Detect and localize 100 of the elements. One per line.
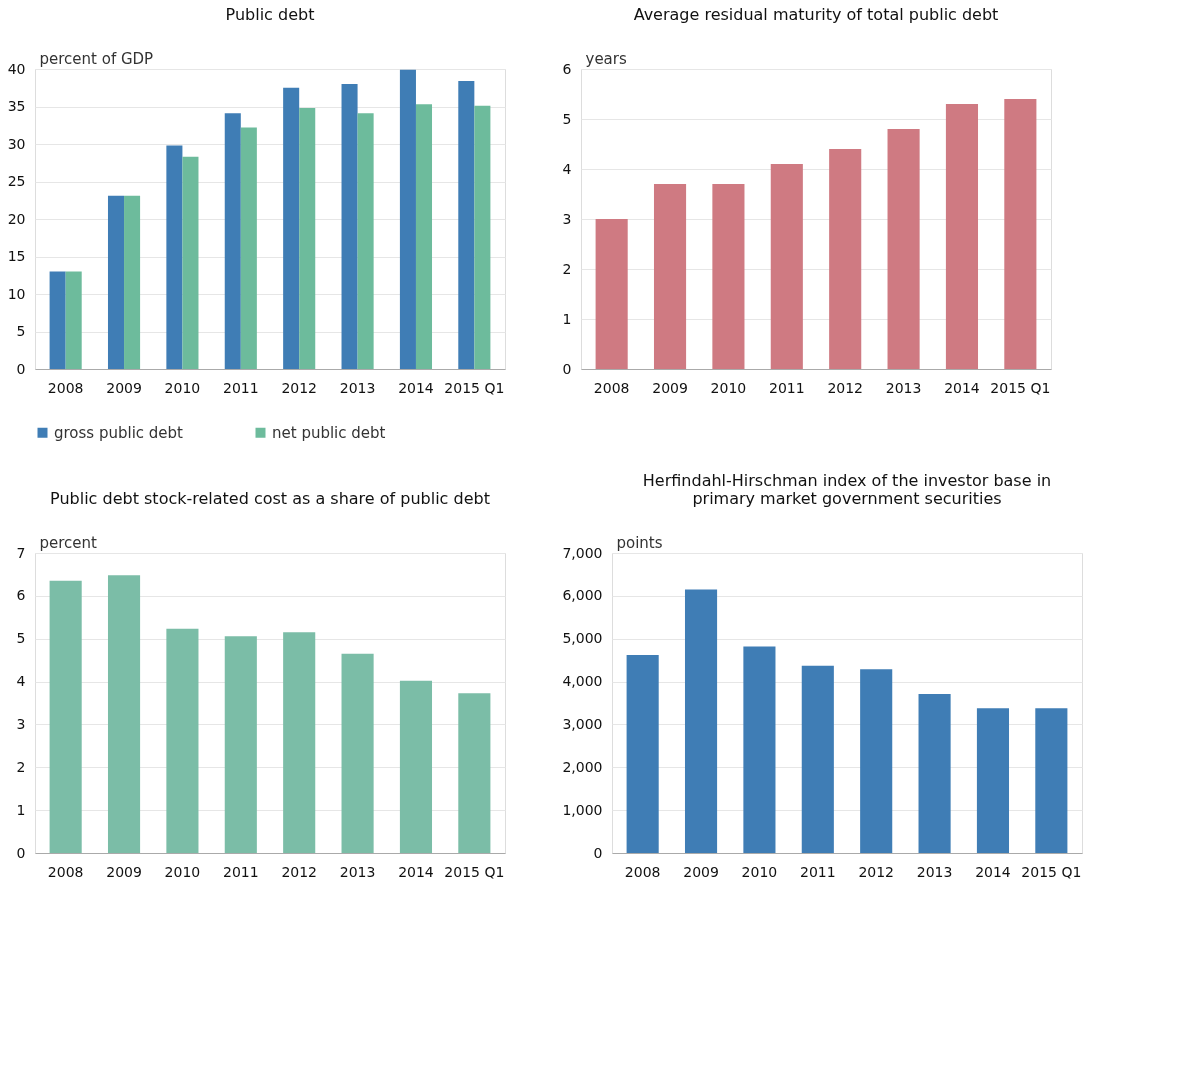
x-tick-label: 2012 bbox=[827, 379, 864, 396]
bar bbox=[357, 113, 374, 369]
y-axis-title: percent of GDP bbox=[39, 49, 154, 68]
bar bbox=[341, 84, 358, 369]
bar bbox=[49, 580, 82, 853]
y-tick-label: 3 bbox=[16, 715, 26, 732]
bar bbox=[283, 87, 300, 369]
bar bbox=[399, 69, 416, 369]
bar bbox=[182, 156, 199, 369]
bar bbox=[124, 195, 141, 369]
y-tick-label: 5,000 bbox=[562, 630, 603, 647]
x-tick-label: 2013 bbox=[339, 863, 376, 880]
x-tick-label: 2012 bbox=[281, 863, 318, 880]
bar bbox=[887, 129, 920, 369]
chart-title: Public debt stock-related cost as a share of public debt bbox=[50, 489, 490, 508]
x-tick-label: 2013 bbox=[885, 379, 922, 396]
y-tick-label: 35 bbox=[7, 98, 26, 114]
bar bbox=[107, 195, 125, 369]
x-tick-label: 2013 bbox=[339, 379, 376, 396]
bar bbox=[684, 589, 718, 853]
y-tick-label: 2 bbox=[562, 260, 572, 277]
bar bbox=[801, 665, 834, 853]
y-tick-label: 6,000 bbox=[562, 587, 603, 604]
x-tick-label: 2011 bbox=[222, 863, 259, 880]
x-tick-label: 2010 bbox=[164, 863, 201, 880]
y-tick-label: 3 bbox=[562, 210, 572, 227]
bar bbox=[240, 127, 257, 369]
y-tick-label: 0 bbox=[593, 844, 603, 861]
y-tick-label: 6 bbox=[16, 587, 26, 604]
bar bbox=[224, 636, 257, 853]
bar bbox=[918, 694, 951, 853]
bar bbox=[1004, 99, 1037, 369]
y-tick-label: 20 bbox=[7, 210, 26, 227]
x-tick-label: 2010 bbox=[741, 863, 778, 880]
y-tick-label: 2,000 bbox=[562, 758, 603, 775]
x-tick-label: 2011 bbox=[768, 379, 805, 396]
y-axis-title: points bbox=[616, 533, 663, 552]
y-tick-label: 0 bbox=[16, 360, 26, 377]
x-tick-label: 2011 bbox=[799, 863, 836, 880]
bar bbox=[770, 164, 803, 369]
y-tick-label: 6 bbox=[562, 60, 572, 77]
y-tick-label: 0 bbox=[562, 360, 572, 377]
bar bbox=[107, 575, 141, 853]
bar bbox=[653, 184, 687, 369]
x-tick-label: 2009 bbox=[106, 863, 142, 880]
y-tick-label: 5 bbox=[16, 630, 26, 647]
y-tick-label: 30 bbox=[7, 135, 26, 152]
y-tick-label: 1 bbox=[562, 310, 572, 327]
bar bbox=[166, 628, 199, 853]
x-tick-label: 2015 Q1 bbox=[990, 379, 1051, 396]
bar bbox=[458, 693, 491, 853]
bar bbox=[1035, 708, 1068, 853]
bar bbox=[743, 646, 776, 853]
x-tick-label: 2008 bbox=[47, 379, 84, 396]
y-tick-label: 10 bbox=[7, 285, 26, 302]
bar bbox=[712, 184, 745, 369]
y-tick-label: 25 bbox=[7, 173, 26, 189]
y-tick-label: 2 bbox=[16, 758, 26, 775]
bar bbox=[399, 680, 433, 853]
x-tick-label: 2010 bbox=[164, 379, 201, 396]
bar bbox=[415, 104, 433, 369]
bar bbox=[341, 653, 374, 853]
bar bbox=[166, 145, 183, 369]
x-tick-label: 2009 bbox=[683, 863, 719, 880]
y-tick-label: 4 bbox=[16, 673, 26, 690]
bar bbox=[283, 632, 316, 853]
y-tick-label: 4 bbox=[562, 160, 572, 177]
bar bbox=[458, 81, 475, 369]
bar bbox=[49, 271, 66, 369]
bar bbox=[829, 149, 862, 369]
bar bbox=[595, 219, 628, 369]
y-axis-title: years bbox=[585, 49, 627, 68]
x-tick-label: 2015 Q1 bbox=[444, 379, 505, 396]
y-tick-label: 5 bbox=[562, 110, 572, 127]
x-tick-label: 2013 bbox=[916, 863, 953, 880]
x-tick-label: 2008 bbox=[47, 863, 84, 880]
bar bbox=[224, 113, 241, 369]
x-tick-label: 2015 Q1 bbox=[444, 863, 505, 880]
x-tick-label: 2009 bbox=[652, 379, 688, 396]
y-tick-label: 15 bbox=[7, 248, 26, 264]
x-tick-label: 2008 bbox=[593, 379, 630, 396]
x-tick-label: 2015 Q1 bbox=[1021, 863, 1082, 880]
legend-label: gross public debt bbox=[54, 423, 184, 442]
bar bbox=[474, 105, 491, 369]
x-tick-label: 2012 bbox=[858, 863, 895, 880]
bar bbox=[626, 655, 659, 853]
y-tick-label: 1 bbox=[16, 801, 26, 818]
x-tick-label: 2014 bbox=[398, 863, 434, 880]
chart-title: Public debt bbox=[225, 5, 315, 24]
x-tick-label: 2008 bbox=[624, 863, 661, 880]
bar bbox=[976, 708, 1010, 853]
y-tick-label: 0 bbox=[16, 844, 26, 861]
y-tick-label: 7 bbox=[16, 544, 26, 561]
x-tick-label: 2014 bbox=[975, 863, 1011, 880]
y-tick-label: 4,000 bbox=[562, 673, 603, 690]
y-tick-label: 5 bbox=[16, 323, 26, 339]
x-tick-label: 2009 bbox=[106, 379, 142, 396]
bar bbox=[860, 669, 893, 853]
y-tick-label: 3,000 bbox=[562, 715, 603, 732]
x-tick-label: 2010 bbox=[710, 379, 747, 396]
